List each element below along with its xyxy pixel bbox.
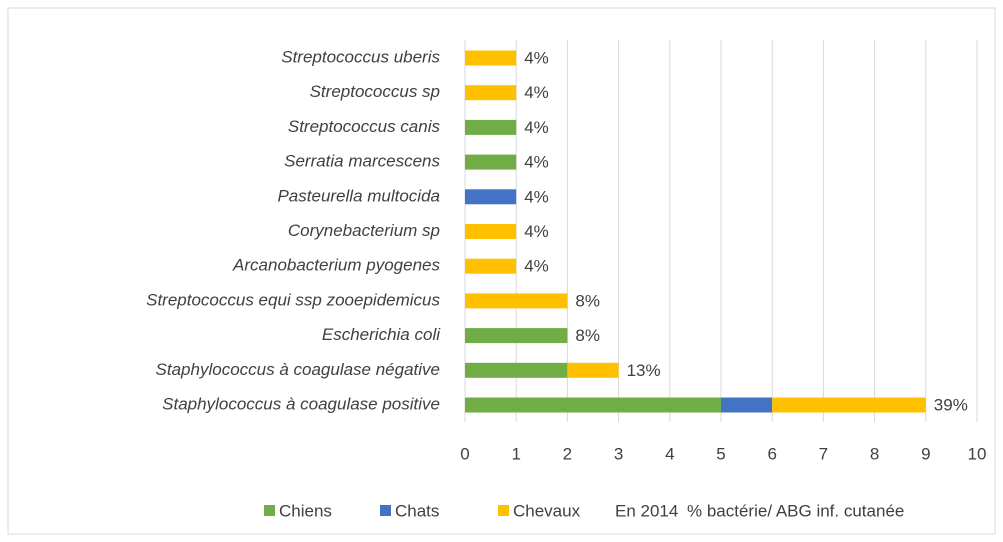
legend-label: En 2014 xyxy=(615,501,678,520)
bar-segment xyxy=(465,189,517,205)
data-label: 13% xyxy=(627,361,661,380)
x-tick-label: 10 xyxy=(968,444,987,463)
bar-segment xyxy=(465,293,568,309)
legend-swatch xyxy=(380,505,391,516)
x-tick-label: 0 xyxy=(460,444,469,463)
category-label: Staphylococcus à coagulase négative xyxy=(156,360,440,379)
bar-segment xyxy=(465,362,568,378)
category-label: Streptococcus canis xyxy=(288,117,441,136)
data-label: 4% xyxy=(524,257,549,276)
bar-segment xyxy=(465,328,568,344)
data-label: 4% xyxy=(524,187,549,206)
x-tick-label: 9 xyxy=(921,444,930,463)
category-label: Escherichia coli xyxy=(322,325,441,344)
bar-segment xyxy=(465,224,517,239)
category-label: Pasteurella multocida xyxy=(277,186,440,205)
legend-label: Chiens xyxy=(279,501,332,520)
data-label: 4% xyxy=(524,118,549,137)
bar-segment xyxy=(567,362,619,378)
category-label: Streptococcus equi ssp zooepidemicus xyxy=(146,290,440,309)
x-tick-label: 2 xyxy=(563,444,572,463)
data-label: 8% xyxy=(575,291,600,310)
legend-swatch xyxy=(498,505,509,516)
bar-segment xyxy=(465,397,721,413)
bar-segment xyxy=(465,50,517,66)
data-label: 4% xyxy=(524,222,549,241)
x-tick-label: 4 xyxy=(665,444,674,463)
category-label: Streptococcus uberis xyxy=(281,47,440,66)
category-label: Corynebacterium sp xyxy=(288,221,440,240)
x-tick-label: 1 xyxy=(511,444,520,463)
category-label: Arcanobacterium pyogenes xyxy=(232,256,440,275)
bar-segment xyxy=(465,119,517,135)
data-label: 39% xyxy=(934,395,968,414)
x-tick-label: 6 xyxy=(767,444,776,463)
x-tick-label: 7 xyxy=(819,444,828,463)
bar-segment xyxy=(721,397,773,413)
bar-segment xyxy=(465,154,517,170)
legend-label: Chevaux xyxy=(513,501,581,520)
category-label: Streptococcus sp xyxy=(310,82,440,101)
bar-segment xyxy=(465,85,517,101)
bar-segment xyxy=(772,397,926,413)
data-label: 4% xyxy=(524,153,549,172)
data-label: 8% xyxy=(575,326,600,345)
legend-swatch xyxy=(264,505,275,516)
x-tick-label: 3 xyxy=(614,444,623,463)
data-label: 4% xyxy=(524,48,549,67)
bar-segment xyxy=(465,258,517,274)
x-tick-label: 5 xyxy=(716,444,725,463)
category-label: Staphylococcus à coagulase positive xyxy=(162,394,440,413)
data-label: 4% xyxy=(524,83,549,102)
legend-label: Chats xyxy=(395,501,439,520)
legend-label: % bactérie/ ABG inf. cutanée xyxy=(687,501,904,520)
category-label: Serratia marcescens xyxy=(284,152,440,171)
x-tick-label: 8 xyxy=(870,444,879,463)
